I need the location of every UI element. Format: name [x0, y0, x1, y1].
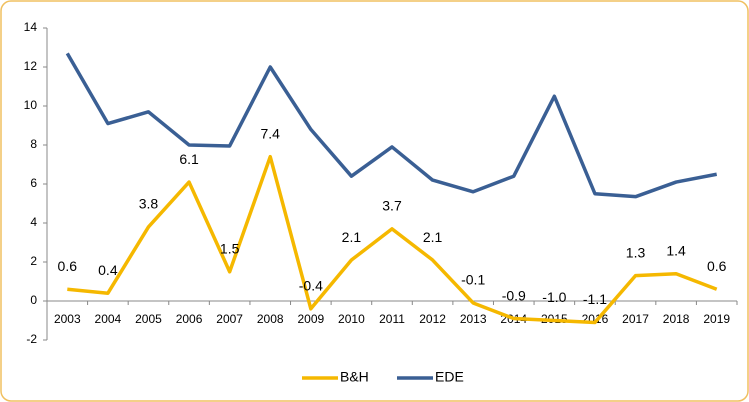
data-label: 6.1 — [179, 151, 199, 167]
data-label: 0.4 — [98, 262, 118, 278]
data-label: 0.6 — [58, 258, 78, 274]
y-tick-label: 4 — [30, 215, 37, 229]
y-tick-label: 8 — [30, 137, 37, 151]
data-label: -0.4 — [299, 278, 323, 294]
data-label: 3.8 — [139, 196, 159, 212]
x-tick-label: 2010 — [338, 312, 365, 326]
x-tick-label: 2019 — [703, 312, 730, 326]
y-tick-label: 2 — [30, 254, 37, 268]
x-tick-label: 2018 — [663, 312, 690, 326]
y-tick-label: 10 — [24, 98, 38, 112]
x-tick-label: 2012 — [419, 312, 446, 326]
y-tick-label: -2 — [26, 332, 37, 346]
x-tick-label: 2008 — [257, 312, 284, 326]
legend-label: EDE — [435, 369, 464, 385]
data-label: -1.1 — [583, 291, 607, 307]
x-tick-label: 2006 — [176, 312, 203, 326]
data-label: -0.9 — [502, 287, 526, 303]
data-label: 2.1 — [342, 229, 362, 245]
data-label: 0.6 — [707, 258, 727, 274]
x-tick-label: 2003 — [54, 312, 81, 326]
y-tick-label: 6 — [30, 176, 37, 190]
legend-label: B&H — [340, 369, 369, 385]
data-label: 1.5 — [220, 240, 240, 256]
data-label: -0.1 — [461, 272, 485, 288]
data-label: 2.1 — [423, 229, 443, 245]
x-tick-label: 2005 — [135, 312, 162, 326]
x-tick-label: 2013 — [460, 312, 487, 326]
x-tick-label: 2004 — [95, 312, 122, 326]
y-tick-label: 14 — [24, 20, 38, 34]
data-label: 3.7 — [382, 198, 402, 214]
data-label: 7.4 — [261, 125, 281, 141]
data-label: 1.3 — [626, 244, 646, 260]
x-tick-label: 2009 — [297, 312, 324, 326]
series-line — [67, 154, 718, 325]
y-tick-label: 0 — [30, 293, 37, 307]
x-tick-label: 2017 — [622, 312, 649, 326]
y-tick-label: 12 — [24, 59, 38, 73]
x-tick-label: 2007 — [216, 312, 243, 326]
data-label: -1.0 — [542, 289, 566, 305]
series-line — [65, 52, 718, 199]
x-tick-label: 2011 — [379, 312, 405, 326]
data-label: 1.4 — [666, 242, 686, 258]
